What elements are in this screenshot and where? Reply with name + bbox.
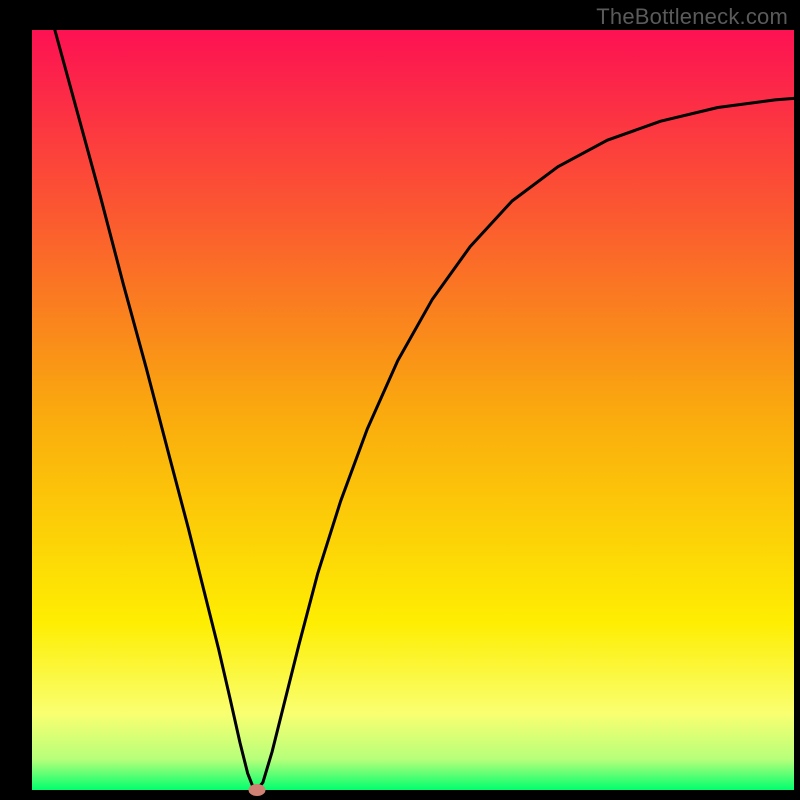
chart-container: TheBottleneck.com	[0, 0, 800, 800]
watermark-text: TheBottleneck.com	[596, 4, 788, 30]
curve-path	[55, 30, 794, 790]
bottleneck-curve	[0, 0, 800, 800]
optimum-marker	[248, 784, 265, 796]
